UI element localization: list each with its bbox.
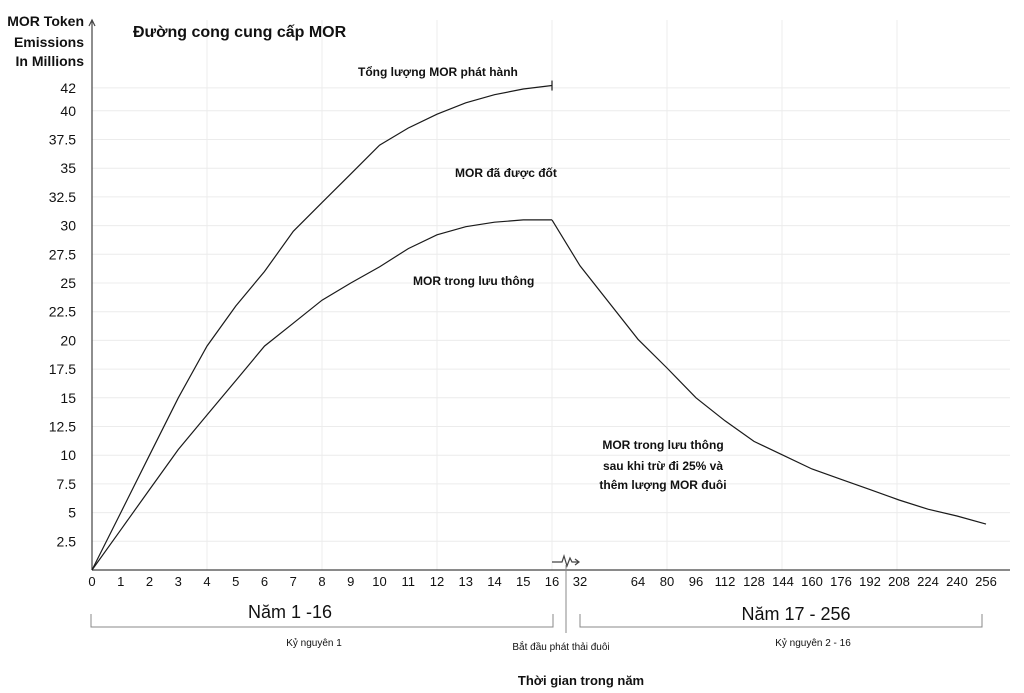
x-tick-label: 10 [372,574,386,589]
x-tick-label: 9 [347,574,354,589]
y-tick-label: 32.5 [49,189,76,205]
era-1-title: Năm 1 -16 [248,602,332,622]
x-tick-label: 96 [689,574,703,589]
y-tick-label: 27.5 [49,246,76,262]
series-lines [91,80,987,571]
x-tick-label: 192 [859,574,881,589]
y-axis-label-line-3: In Millions [16,53,85,69]
x-tick-label: 3 [175,574,182,589]
axes [88,18,1010,571]
x-axis-label: Thời gian trong năm [518,673,644,688]
y-tick-label: 30 [60,218,76,234]
y-tick-label: 42 [60,80,76,96]
y-axis-arrow [88,18,96,27]
x-tick-label: 176 [830,574,852,589]
x-tick-label: 112 [715,574,736,589]
y-tick-label: 20 [60,332,76,348]
x-tick-label: 11 [402,574,416,589]
x-tick-label: 208 [888,574,910,589]
x-tick-label: 0 [88,574,95,589]
y-tick-label: 17.5 [49,361,76,377]
x-tick-label: 160 [801,574,823,589]
y-tick-label: 2.5 [57,533,77,549]
x-tick-label: 256 [975,574,997,589]
x-tick-label: 13 [459,574,473,589]
x-tick-label: 8 [318,574,325,589]
label-after-line-3: thêm lượng MOR đuôi [599,478,726,492]
era-1-subtitle: Kỷ nguyên 1 [286,637,342,649]
y-tick-label: 35 [60,160,76,176]
x-tick-labels: 0 1 2 3 4 5 6 7 8 9 10 11 12 13 14 15 16 32 64 80 96 112 128 14… [88,574,996,589]
y-tick-label: 5 [68,505,76,521]
era-2-subtitle: Kỷ nguyên 2 - 16 [775,637,851,649]
label-after-line-2: sau khi trừ đi 25% và [603,459,723,473]
era-1-brace [90,614,554,628]
x-tick-label: 240 [946,574,968,589]
x-tick-label: 128 [743,574,765,589]
x-tick-label: 12 [430,574,444,589]
series-line-circulating [91,219,552,571]
y-tick-label: 10 [60,447,76,463]
series-line-after-tail [551,219,987,525]
x-tick-label: 15 [516,574,530,589]
tail-start-label: Bắt đầu phát thải đuôi [512,640,609,653]
series-line-total-emission [91,84,553,571]
x-tick-label: 80 [660,574,674,589]
x-tick-label: 32 [573,574,587,589]
y-tick-label: 40 [60,103,76,119]
axis-break-marker [552,554,580,568]
y-tick-label: 25 [60,275,76,291]
y-tick-labels: 2.5 5 7.5 10 12.5 15 17.5 20 22.5 25 27.5 30 32.5 35 3… [49,80,76,549]
era-2-title: Năm 17 - 256 [741,604,850,624]
label-burned: MOR đã được đốt [455,166,557,180]
y-axis-label-line-1: MOR Token [7,13,84,29]
x-tick-label: 6 [261,574,268,589]
chart-title: Đường cong cung cấp MOR [133,24,347,41]
x-tick-label: 1 [117,574,124,589]
y-tick-label: 15 [60,390,76,406]
label-after-line-1: MOR trong lưu thông [602,438,723,452]
era-2-brace [579,614,983,628]
x-tick-label: 4 [203,574,210,589]
x-tick-label: 224 [917,574,939,589]
y-tick-label: 37.5 [49,132,76,148]
x-tick-label: 16 [545,574,559,589]
y-tick-label: 7.5 [57,476,77,492]
x-tick-label: 5 [232,574,239,589]
label-total-emission: Tổng lượng MOR phát hành [358,65,518,79]
x-tick-label: 144 [772,574,794,589]
y-tick-label: 12.5 [49,419,76,435]
x-tick-label: 7 [290,574,297,589]
x-tick-label: 2 [146,574,153,589]
label-circulating: MOR trong lưu thông [413,274,534,288]
x-tick-label: 64 [631,574,645,589]
grid [92,20,1010,570]
x-tick-label: 14 [487,574,501,589]
y-tick-label: 22.5 [49,304,76,320]
y-axis-label-line-2: Emissions [14,34,84,50]
